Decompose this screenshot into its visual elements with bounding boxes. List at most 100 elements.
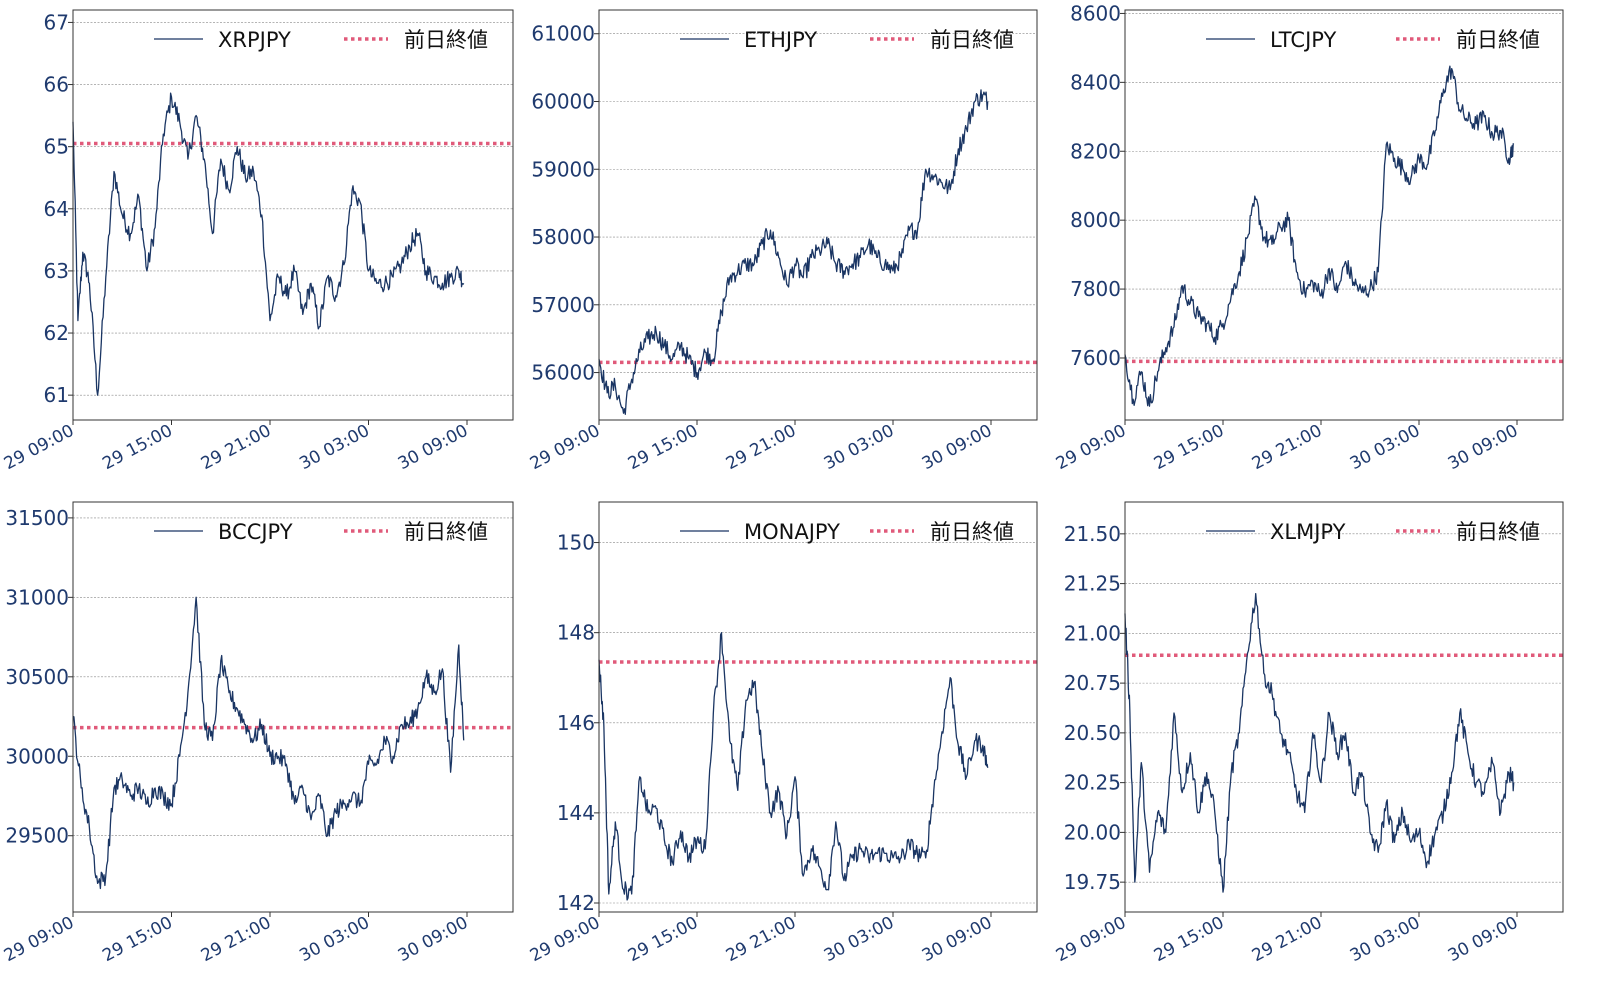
legend-series-label: XLMJPY xyxy=(1270,520,1346,544)
y-tick-label: 20.00 xyxy=(1064,820,1121,844)
y-tick-label: 64 xyxy=(44,197,69,221)
x-tick-label: 30 09:00 xyxy=(395,913,472,966)
y-tick-label: 30500 xyxy=(5,665,69,689)
x-tick-label: 29 09:00 xyxy=(1,421,78,474)
x-tick-label: 30 03:00 xyxy=(296,421,373,474)
legend-series-label: XRPJPY xyxy=(218,28,291,52)
chart-panel-ethjpy: 56000 57000 58000 59000 60000 61000 29 09:00 29… xyxy=(527,9,1038,474)
x-tick-label: 30 09:00 xyxy=(395,421,472,474)
y-tick-label: 63 xyxy=(44,259,69,283)
y-tick-label: 60000 xyxy=(531,89,595,113)
legend-series-label: MONAJPY xyxy=(744,520,840,544)
y-tick-label: 144 xyxy=(557,801,595,825)
price-series-line xyxy=(598,632,989,901)
legend-reference-label: 前日終値 xyxy=(930,520,1014,544)
x-tick-label: 29 15:00 xyxy=(99,421,176,474)
y-tick-label: 8600 xyxy=(1070,1,1121,25)
price-series-line xyxy=(1124,592,1515,893)
legend: BCCJPY 前日終値 xyxy=(154,520,488,544)
legend-reference-label: 前日終値 xyxy=(404,520,488,544)
y-tick-label: 66 xyxy=(44,73,69,97)
x-tick-label: 29 09:00 xyxy=(1053,421,1130,474)
legend: XLMJPY 前日終値 xyxy=(1206,520,1540,544)
x-tick-label: 29 21:00 xyxy=(198,913,275,966)
x-tick-label: 29 15:00 xyxy=(625,421,702,474)
x-tick-label: 29 21:00 xyxy=(723,421,800,474)
chart-panel-monajpy: 142 144 146 148 150 29 09:00 29 15:00 29 21:00 3… xyxy=(527,501,1038,966)
y-tick-label: 30000 xyxy=(5,744,69,768)
y-tick-label: 20.75 xyxy=(1064,671,1121,695)
y-tick-label: 7800 xyxy=(1070,277,1121,301)
plot-frame xyxy=(1124,9,1564,421)
x-tick-label: 30 09:00 xyxy=(919,421,996,474)
y-tick-label: 59000 xyxy=(531,157,595,181)
x-tick-label: 30 03:00 xyxy=(1347,421,1424,474)
legend-reference-label: 前日終値 xyxy=(1456,520,1540,544)
x-tick-label: 29 09:00 xyxy=(527,421,604,474)
y-tick-label: 65 xyxy=(44,135,69,159)
chart-panel-bccjpy: 29500 30000 30500 31000 31500 29 09:00 29 15:0… xyxy=(1,501,514,966)
legend: MONAJPY 前日終値 xyxy=(680,520,1014,544)
x-tick-label: 29 09:00 xyxy=(1053,913,1130,966)
y-tick-label: 61 xyxy=(44,383,69,407)
x-tick-label: 30 03:00 xyxy=(821,913,898,966)
y-tick-label: 21.50 xyxy=(1064,522,1121,546)
legend-series-label: BCCJPY xyxy=(218,520,293,544)
y-tick-label: 20.25 xyxy=(1064,771,1121,795)
y-tick-label: 31000 xyxy=(5,585,69,609)
chart-panel-xlmjpy: 19.75 20.00 20.25 20.50 20.75 21.00 21.25 21.50… xyxy=(1053,501,1564,966)
legend: ETHJPY 前日終値 xyxy=(680,28,1014,52)
x-tick-label: 29 21:00 xyxy=(198,421,275,474)
price-series-line xyxy=(72,92,465,396)
plot-frame xyxy=(598,9,1038,421)
chart-panel-xrpjpy: 61 62 63 64 65 66 67 29 09:00 29 15:00 29 21:00 30… xyxy=(1,9,514,474)
y-tick-label: 8000 xyxy=(1070,208,1121,232)
x-tick-label: 29 21:00 xyxy=(1249,913,1326,966)
y-tick-label: 62 xyxy=(44,321,69,345)
legend-series-label: LTCJPY xyxy=(1270,28,1336,52)
y-tick-label: 20.50 xyxy=(1064,721,1121,745)
x-tick-label: 29 15:00 xyxy=(99,913,176,966)
y-tick-label: 19.75 xyxy=(1064,870,1121,894)
x-tick-label: 30 09:00 xyxy=(1445,421,1522,474)
y-tick-label: 8400 xyxy=(1070,70,1121,94)
y-tick-label: 150 xyxy=(557,531,595,555)
y-tick-label: 142 xyxy=(557,891,595,915)
x-tick-label: 29 21:00 xyxy=(1249,421,1326,474)
y-tick-label: 61000 xyxy=(531,22,595,46)
x-tick-label: 30 09:00 xyxy=(919,913,996,966)
price-series-line xyxy=(72,596,465,890)
plot-frame xyxy=(598,501,1038,913)
legend: XRPJPY 前日終値 xyxy=(154,28,488,52)
x-tick-label: 30 03:00 xyxy=(296,913,373,966)
y-tick-label: 67 xyxy=(44,10,69,34)
price-series-line xyxy=(1124,65,1515,407)
y-tick-label: 57000 xyxy=(531,293,595,317)
plot-frame xyxy=(1124,501,1564,913)
y-tick-label: 21.25 xyxy=(1064,572,1121,596)
x-tick-label: 30 09:00 xyxy=(1445,913,1522,966)
y-tick-label: 29500 xyxy=(5,824,69,848)
x-tick-label: 29 09:00 xyxy=(1,913,78,966)
x-tick-label: 30 03:00 xyxy=(1347,913,1424,966)
legend-series-label: ETHJPY xyxy=(744,28,817,52)
chart-panel-ltcjpy: 7600 7800 8000 8200 8400 8600 29 09:00 29 15:00… xyxy=(1053,1,1564,474)
plot-frame xyxy=(72,9,514,421)
y-tick-label: 7600 xyxy=(1070,346,1121,370)
legend-reference-label: 前日終値 xyxy=(930,28,1014,52)
price-series-line xyxy=(598,89,989,415)
legend-reference-label: 前日終値 xyxy=(404,28,488,52)
y-tick-label: 21.00 xyxy=(1064,621,1121,645)
x-tick-label: 29 15:00 xyxy=(1151,913,1228,966)
x-tick-label: 29 09:00 xyxy=(527,913,604,966)
legend: LTCJPY 前日終値 xyxy=(1206,28,1540,52)
y-tick-label: 148 xyxy=(557,621,595,645)
x-tick-label: 29 21:00 xyxy=(723,913,800,966)
y-tick-label: 146 xyxy=(557,711,595,735)
y-tick-label: 8200 xyxy=(1070,139,1121,163)
x-tick-label: 30 03:00 xyxy=(821,421,898,474)
x-tick-label: 29 15:00 xyxy=(625,913,702,966)
plot-frame xyxy=(72,501,514,913)
y-tick-label: 58000 xyxy=(531,225,595,249)
